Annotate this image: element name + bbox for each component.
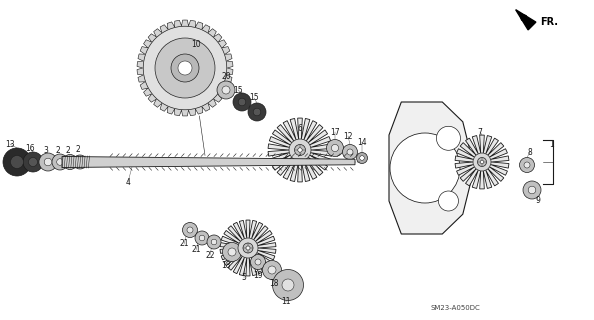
Circle shape bbox=[77, 159, 83, 165]
Polygon shape bbox=[220, 220, 276, 276]
Circle shape bbox=[327, 140, 343, 156]
Circle shape bbox=[73, 155, 87, 169]
Text: 1: 1 bbox=[549, 140, 554, 148]
Circle shape bbox=[11, 156, 24, 169]
Circle shape bbox=[356, 153, 368, 164]
Polygon shape bbox=[455, 135, 509, 189]
Text: 2: 2 bbox=[56, 146, 61, 155]
Circle shape bbox=[298, 148, 302, 152]
Circle shape bbox=[289, 139, 311, 161]
Text: 3: 3 bbox=[43, 146, 49, 155]
Circle shape bbox=[195, 231, 209, 245]
Text: 18: 18 bbox=[269, 279, 279, 289]
Circle shape bbox=[52, 154, 68, 170]
Text: 21: 21 bbox=[191, 245, 201, 254]
Text: FR.: FR. bbox=[540, 17, 558, 27]
Circle shape bbox=[29, 157, 37, 166]
Text: 9: 9 bbox=[536, 196, 541, 204]
Text: 16: 16 bbox=[25, 143, 35, 153]
Text: 18: 18 bbox=[221, 261, 230, 270]
Circle shape bbox=[67, 159, 73, 165]
Text: 15: 15 bbox=[233, 85, 243, 94]
Circle shape bbox=[268, 266, 276, 274]
Circle shape bbox=[523, 181, 541, 199]
Circle shape bbox=[347, 149, 353, 155]
Text: 11: 11 bbox=[281, 298, 290, 307]
Text: 10: 10 bbox=[191, 39, 201, 49]
Circle shape bbox=[295, 145, 305, 156]
Circle shape bbox=[478, 157, 486, 166]
Circle shape bbox=[480, 160, 484, 164]
Circle shape bbox=[343, 145, 358, 159]
Text: 7: 7 bbox=[478, 127, 482, 137]
Text: 8: 8 bbox=[527, 148, 532, 156]
Text: 4: 4 bbox=[125, 178, 131, 187]
Circle shape bbox=[273, 269, 304, 300]
Polygon shape bbox=[62, 156, 355, 167]
Circle shape bbox=[528, 186, 536, 194]
Circle shape bbox=[243, 243, 253, 253]
Circle shape bbox=[39, 153, 57, 171]
Circle shape bbox=[251, 254, 266, 269]
Circle shape bbox=[3, 148, 31, 176]
Text: 21: 21 bbox=[179, 239, 189, 249]
Circle shape bbox=[62, 155, 77, 170]
Circle shape bbox=[248, 103, 266, 121]
Circle shape bbox=[253, 108, 261, 116]
Text: 2: 2 bbox=[75, 145, 80, 154]
Circle shape bbox=[238, 98, 246, 106]
Circle shape bbox=[211, 239, 217, 245]
Text: 22: 22 bbox=[206, 251, 215, 260]
Text: 20: 20 bbox=[221, 71, 231, 81]
Circle shape bbox=[217, 81, 235, 99]
Circle shape bbox=[246, 246, 250, 250]
Text: 12: 12 bbox=[343, 132, 353, 140]
Circle shape bbox=[360, 156, 364, 160]
Circle shape bbox=[473, 153, 491, 171]
Circle shape bbox=[171, 54, 199, 82]
Text: 19: 19 bbox=[253, 271, 263, 281]
Text: 2: 2 bbox=[65, 146, 70, 155]
Circle shape bbox=[155, 38, 215, 98]
Text: 5: 5 bbox=[242, 274, 247, 283]
Circle shape bbox=[143, 26, 227, 110]
Circle shape bbox=[56, 159, 64, 165]
Circle shape bbox=[187, 227, 193, 233]
Circle shape bbox=[199, 235, 205, 241]
Circle shape bbox=[282, 279, 294, 291]
Circle shape bbox=[438, 191, 459, 211]
Polygon shape bbox=[389, 102, 471, 234]
Circle shape bbox=[524, 162, 530, 168]
Polygon shape bbox=[516, 10, 536, 30]
Circle shape bbox=[233, 93, 251, 111]
Circle shape bbox=[207, 235, 221, 249]
Circle shape bbox=[44, 158, 52, 166]
Text: 14: 14 bbox=[357, 138, 367, 147]
Circle shape bbox=[390, 133, 460, 203]
Circle shape bbox=[263, 260, 282, 279]
Circle shape bbox=[222, 86, 230, 94]
Text: 15: 15 bbox=[249, 93, 259, 102]
Circle shape bbox=[23, 152, 43, 172]
Circle shape bbox=[182, 222, 197, 237]
Circle shape bbox=[238, 238, 258, 258]
Circle shape bbox=[223, 243, 242, 261]
Text: 6: 6 bbox=[298, 124, 302, 132]
Polygon shape bbox=[268, 118, 332, 182]
Text: 17: 17 bbox=[330, 127, 340, 137]
Circle shape bbox=[255, 259, 261, 265]
Circle shape bbox=[178, 61, 192, 75]
Circle shape bbox=[437, 126, 460, 150]
Circle shape bbox=[228, 248, 236, 256]
Circle shape bbox=[331, 144, 339, 152]
Polygon shape bbox=[137, 20, 233, 116]
Circle shape bbox=[520, 157, 535, 172]
Text: 13: 13 bbox=[5, 140, 15, 148]
Text: SM23-A050DC: SM23-A050DC bbox=[430, 305, 480, 311]
